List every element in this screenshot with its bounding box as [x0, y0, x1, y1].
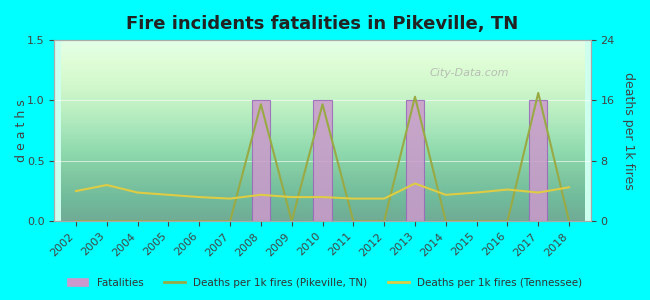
Title: Fire incidents fatalities in Pikeville, TN: Fire incidents fatalities in Pikeville, …: [126, 15, 519, 33]
Y-axis label: deaths per 1k fires: deaths per 1k fires: [622, 72, 635, 190]
Text: City-Data.com: City-Data.com: [430, 68, 509, 78]
Bar: [252, 100, 270, 221]
Bar: [313, 100, 332, 221]
Y-axis label: d e a t h s: d e a t h s: [15, 99, 28, 162]
Legend: Fatalities, Deaths per 1k fires (Pikeville, TN), Deaths per 1k fires (Tennessee): Fatalities, Deaths per 1k fires (Pikevil…: [63, 274, 587, 292]
Bar: [406, 100, 424, 221]
Bar: [529, 100, 547, 221]
